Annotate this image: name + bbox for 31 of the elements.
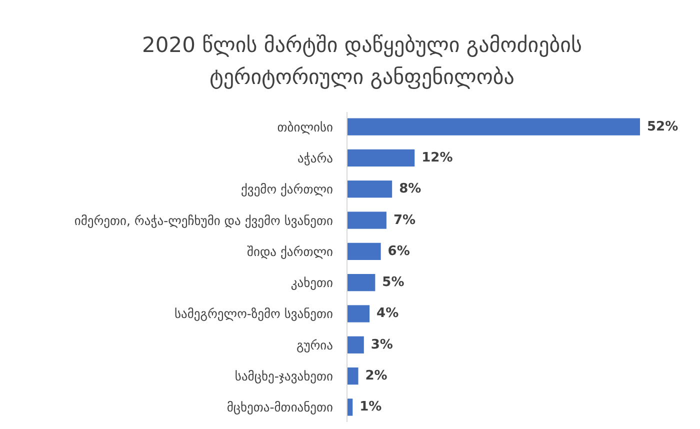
- bar: [347, 180, 392, 198]
- chart-title: 2020 წლის მარტში დაწყებული გამოძიების ტერიტორიული განფენილობა: [142, 33, 582, 89]
- y-tick-label: თბილისი: [277, 119, 333, 134]
- y-tick-label: სამეგრელო-ზემო სვანეთი: [174, 306, 333, 322]
- data-label: 8%: [399, 182, 422, 197]
- bar: [347, 398, 353, 416]
- bar: [347, 367, 358, 385]
- y-tick-label: შიდა ქართლი: [247, 244, 333, 259]
- bar: [347, 336, 364, 354]
- data-label: 7%: [393, 212, 416, 228]
- bar: [347, 242, 381, 260]
- bar: [347, 149, 415, 167]
- y-tick-label: იმერეთი, რაჭა-ლეჩხუმი და ქვემო სვანეთი: [74, 212, 333, 228]
- y-tick-label: სამცხე-ჯავახეთი: [234, 368, 333, 384]
- data-label: 4%: [376, 306, 399, 322]
- y-tick-label: მცხეთა-მთიანეთი: [226, 400, 333, 415]
- data-label: 6%: [388, 244, 410, 259]
- data-label: 5%: [382, 275, 404, 290]
- y-tick-label: კახეთი: [290, 275, 333, 290]
- bar: [347, 274, 376, 292]
- data-label: 52%: [647, 119, 678, 134]
- data-label: 1%: [360, 400, 382, 415]
- bar: [347, 212, 386, 229]
- y-tick-label: ქვემო ქართლი: [241, 182, 333, 197]
- y-tick-label: აჭარა: [298, 150, 333, 166]
- data-label: 12%: [422, 150, 453, 166]
- y-tick-label: გურია: [296, 337, 333, 352]
- bar: [347, 118, 640, 136]
- data-label: 3%: [370, 337, 393, 352]
- data-label: 2%: [365, 368, 388, 384]
- bar: [347, 305, 370, 322]
